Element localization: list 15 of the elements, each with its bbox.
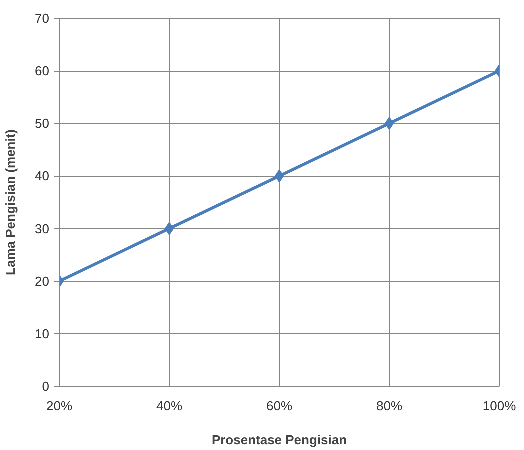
x-tick-label: 80%: [376, 398, 403, 414]
x-tick-label: 100%: [482, 398, 517, 414]
y-axis-title: Lama Pengisian (menit): [3, 130, 18, 276]
x-tick-label: 20%: [46, 398, 73, 414]
y-tick-label: 30: [35, 221, 50, 236]
y-tick-label: 60: [35, 64, 50, 79]
x-tick-label: 40%: [156, 398, 183, 414]
y-tick-label: 50: [35, 116, 50, 132]
y-tick-label: 40: [35, 168, 50, 184]
x-axis-title: Prosentase Pengisian: [212, 432, 348, 448]
x-tick-label: 60%: [266, 398, 293, 414]
y-tick-label: 20: [35, 274, 50, 289]
y-tick-label: 0: [42, 379, 50, 394]
y-tick-label: 70: [35, 11, 50, 26]
y-tick-label: 10: [35, 326, 50, 342]
